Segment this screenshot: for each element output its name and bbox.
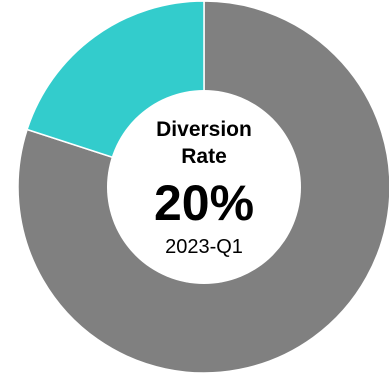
donut-hole <box>107 90 301 284</box>
period-label: 2023-Q1 <box>165 236 243 258</box>
chart-title-line-1: Diversion <box>156 118 252 141</box>
chart-title-line-2: Rate <box>181 145 227 168</box>
center-value-label: 20% <box>153 175 255 231</box>
